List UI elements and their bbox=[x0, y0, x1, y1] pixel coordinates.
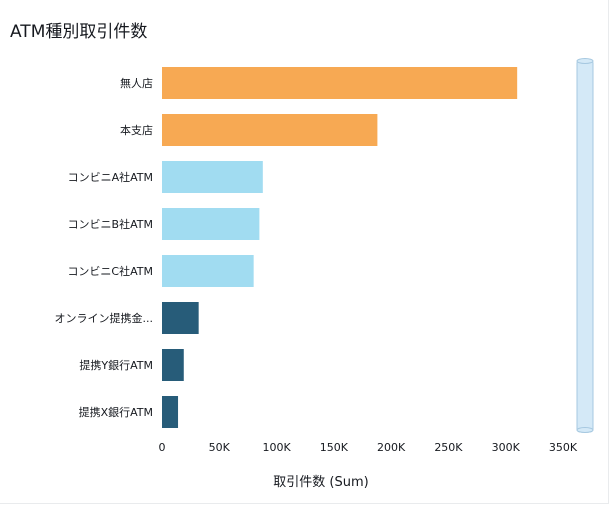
category-label-2: コンビニA社ATM bbox=[68, 170, 153, 184]
bar-3[interactable] bbox=[162, 208, 260, 240]
x-tick-labels: 0 50K 100K 150K 200K 250K 300K 350K bbox=[159, 441, 578, 454]
x-tick-label-6: 300K bbox=[492, 441, 521, 454]
bar-2[interactable] bbox=[162, 161, 263, 193]
x-tick-label-7: 350K bbox=[549, 441, 578, 454]
bar-6[interactable] bbox=[162, 349, 184, 381]
category-label-6: 提携Y銀行ATM bbox=[79, 358, 153, 372]
x-tick-label-4: 200K bbox=[377, 441, 406, 454]
x-tick-label-2: 100K bbox=[262, 441, 291, 454]
bar-0[interactable] bbox=[162, 67, 518, 99]
chart-title: ATM種別取引件数 bbox=[10, 22, 148, 42]
category-label-4: コンビニC社ATM bbox=[67, 264, 153, 278]
bar-7[interactable] bbox=[162, 396, 179, 428]
x-axis-title: 取引件数 (Sum) bbox=[273, 475, 368, 490]
category-label-0: 無人店 bbox=[120, 76, 153, 90]
x-tick-label-0: 0 bbox=[159, 441, 166, 454]
scrollbar-bottom-handle[interactable] bbox=[576, 427, 594, 433]
bar-4[interactable] bbox=[162, 255, 254, 287]
category-label-1: 本支店 bbox=[120, 123, 153, 137]
bar-5[interactable] bbox=[162, 302, 199, 334]
x-tick-label-1: 50K bbox=[209, 441, 231, 454]
x-tick-label-3: 150K bbox=[320, 441, 349, 454]
bars-layer bbox=[162, 67, 518, 428]
category-label-7: 提携X銀行ATM bbox=[79, 405, 153, 419]
vertical-scrollbar[interactable] bbox=[576, 58, 594, 433]
x-tick-label-5: 250K bbox=[434, 441, 463, 454]
category-label-5: オンライン提携金... bbox=[55, 311, 154, 325]
scrollbar-top-handle[interactable] bbox=[576, 58, 594, 64]
category-label-3: コンビニB社ATM bbox=[68, 217, 153, 231]
scrollbar-track[interactable] bbox=[576, 59, 594, 433]
bar-1[interactable] bbox=[162, 114, 378, 146]
